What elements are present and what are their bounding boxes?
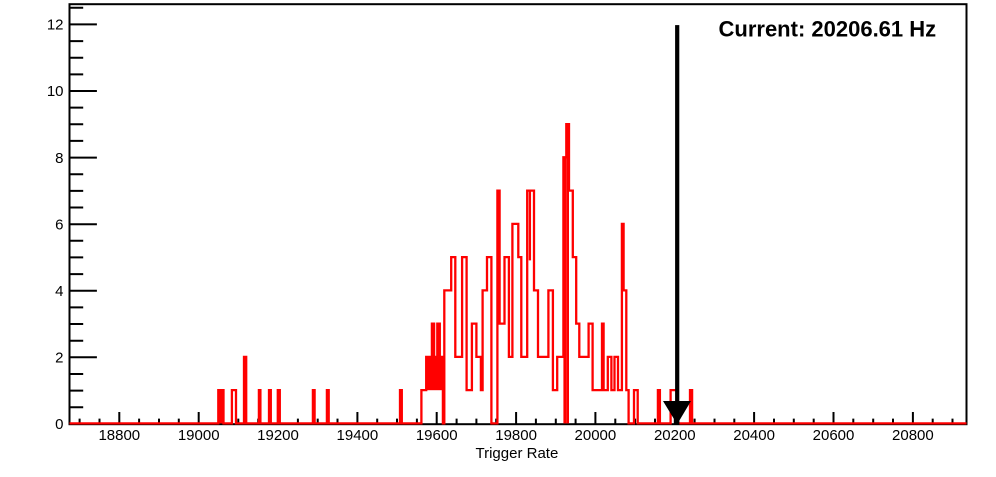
svg-text:19000: 19000 <box>178 427 220 444</box>
svg-text:20200: 20200 <box>654 427 696 444</box>
svg-text:Current: 20206.61 Hz: Current: 20206.61 Hz <box>719 16 937 41</box>
svg-text:20800: 20800 <box>892 427 934 444</box>
svg-text:4: 4 <box>55 283 63 300</box>
svg-text:18800: 18800 <box>98 427 140 444</box>
svg-text:19200: 19200 <box>257 427 299 444</box>
svg-text:19600: 19600 <box>416 427 458 444</box>
svg-text:19800: 19800 <box>495 427 537 444</box>
svg-text:0: 0 <box>55 416 63 433</box>
svg-text:10: 10 <box>47 83 64 100</box>
svg-text:12: 12 <box>47 17 64 34</box>
svg-text:19400: 19400 <box>337 427 379 444</box>
svg-text:8: 8 <box>55 150 63 167</box>
svg-text:20600: 20600 <box>813 427 855 444</box>
svg-text:20400: 20400 <box>733 427 775 444</box>
svg-text:2: 2 <box>55 350 63 367</box>
svg-text:6: 6 <box>55 216 63 233</box>
svg-text:Trigger Rate: Trigger Rate <box>475 445 558 462</box>
svg-text:20000: 20000 <box>575 427 617 444</box>
